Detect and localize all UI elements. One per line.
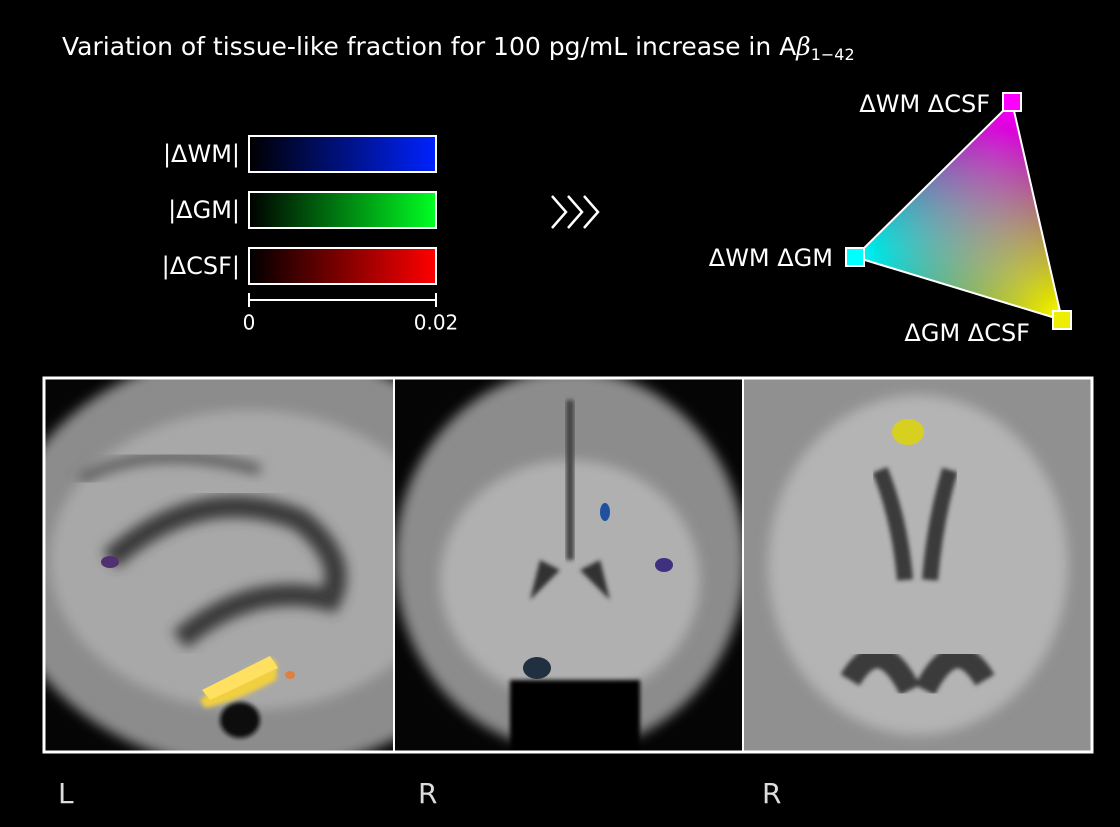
title: Variation of tissue-like fraction for 10…: [62, 32, 855, 64]
scale-tick: 0: [243, 311, 256, 335]
colorbars: |ΔWM| |ΔGM| |ΔCSF| 0 0.02: [162, 135, 459, 335]
title-text: Variation of tissue-like fraction for 10…: [62, 32, 796, 61]
brain-panels: L R R: [42, 376, 1094, 810]
scale-tick: 0.02: [414, 311, 459, 335]
triangle: ΔWM ΔCSF ΔWM ΔGM ΔGM ΔCSF: [709, 90, 1072, 347]
arrow: [551, 195, 600, 229]
colorbar-label: |ΔWM|: [163, 140, 240, 168]
triangle-label: ΔGM ΔCSF: [904, 319, 1030, 347]
panel-label: R: [418, 777, 437, 810]
coronal: [394, 378, 743, 752]
colorbar: [248, 135, 437, 173]
colorbar-label: |ΔCSF|: [162, 252, 240, 280]
colorbar: [248, 191, 437, 229]
axial: [743, 378, 1092, 752]
panel-label: L: [58, 777, 74, 810]
triangle-label: ΔWM ΔCSF: [859, 90, 990, 118]
colorbar-label: |ΔGM|: [168, 196, 240, 224]
sagittal: [44, 378, 394, 752]
triangle-label: ΔWM ΔGM: [709, 244, 833, 272]
colorbar: [248, 247, 437, 285]
title-subscript: 1−42: [811, 45, 855, 64]
panel-label: R: [762, 777, 781, 810]
title-symbol: β: [795, 32, 810, 61]
scale-axis: [248, 293, 437, 307]
